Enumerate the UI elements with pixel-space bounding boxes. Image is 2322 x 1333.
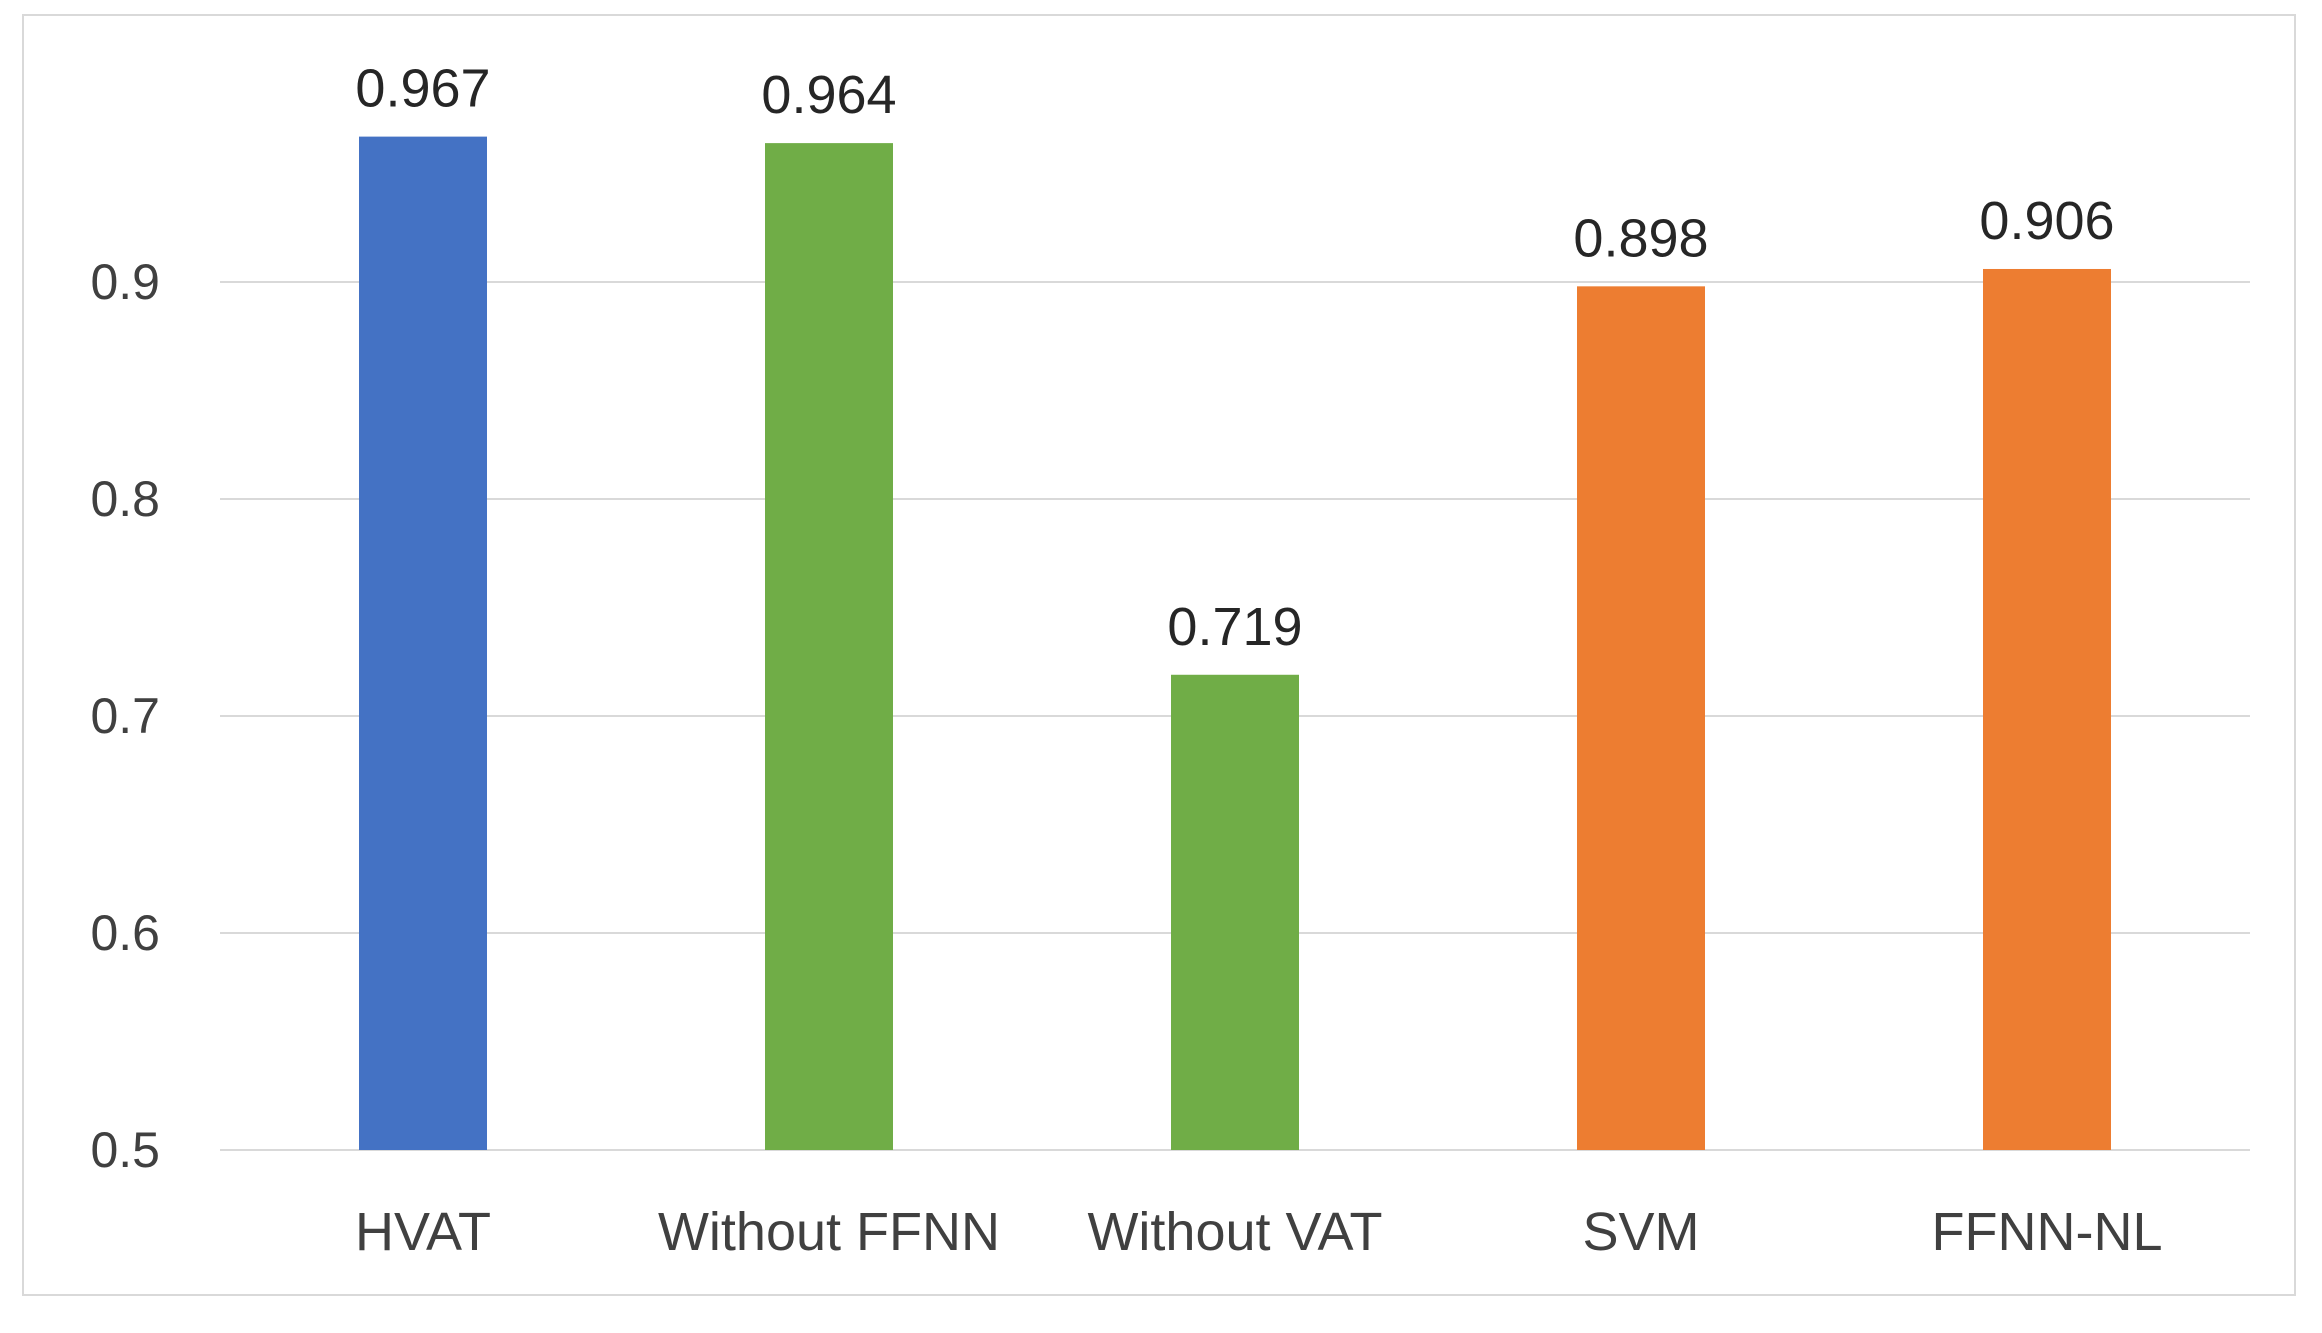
- bar-without-vat: [1171, 674, 1299, 1150]
- category-label: FFNN-NL: [1932, 1202, 2163, 1262]
- bar-svm: [1577, 286, 1705, 1151]
- data-labels: 0.967 0.964 0.719 0.898 0.906: [355, 59, 2114, 657]
- y-tick-label: 0.5: [90, 1122, 160, 1178]
- category-label: HVAT: [355, 1202, 491, 1262]
- x-axis-categories: HVAT Without FFNN Without VAT SVM FFNN-NL: [355, 1202, 2163, 1262]
- bar-ffnn-nl: [1983, 268, 2111, 1151]
- y-tick-label: 0.8: [90, 471, 160, 527]
- y-tick-label: 0.9: [90, 254, 160, 310]
- category-label: SVM: [1582, 1202, 1699, 1262]
- y-tick-label: 0.7: [90, 688, 160, 744]
- bars: [359, 136, 2111, 1151]
- bar-without-ffnn: [765, 143, 893, 1150]
- data-label: 0.719: [1167, 597, 1302, 657]
- data-label: 0.906: [1979, 191, 2114, 251]
- data-label: 0.964: [761, 65, 896, 125]
- category-label: Without VAT: [1087, 1202, 1382, 1262]
- y-tick-label: 0.6: [90, 905, 160, 961]
- data-label: 0.967: [355, 59, 490, 119]
- data-label: 0.898: [1573, 208, 1708, 268]
- y-axis-ticks: 0.5 0.6 0.7 0.8 0.9: [90, 254, 160, 1178]
- bar-hvat: [359, 136, 487, 1151]
- category-label: Without FFNN: [658, 1202, 1000, 1262]
